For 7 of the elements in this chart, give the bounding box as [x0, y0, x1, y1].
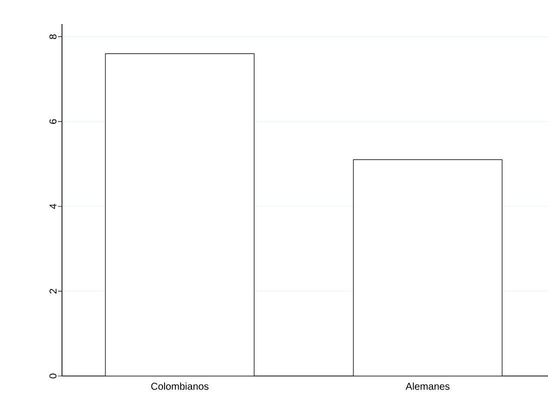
x-tick-label: Alemanes: [406, 382, 450, 390]
x-tick-label: Colombianos: [151, 382, 208, 390]
y-tick-label: 2: [50, 288, 56, 294]
y-tick-label: 4: [50, 204, 56, 209]
y-tick-label: 6: [49, 119, 56, 124]
y-tick-label: 0: [49, 374, 56, 378]
y-tick-label: 8: [49, 34, 56, 40]
